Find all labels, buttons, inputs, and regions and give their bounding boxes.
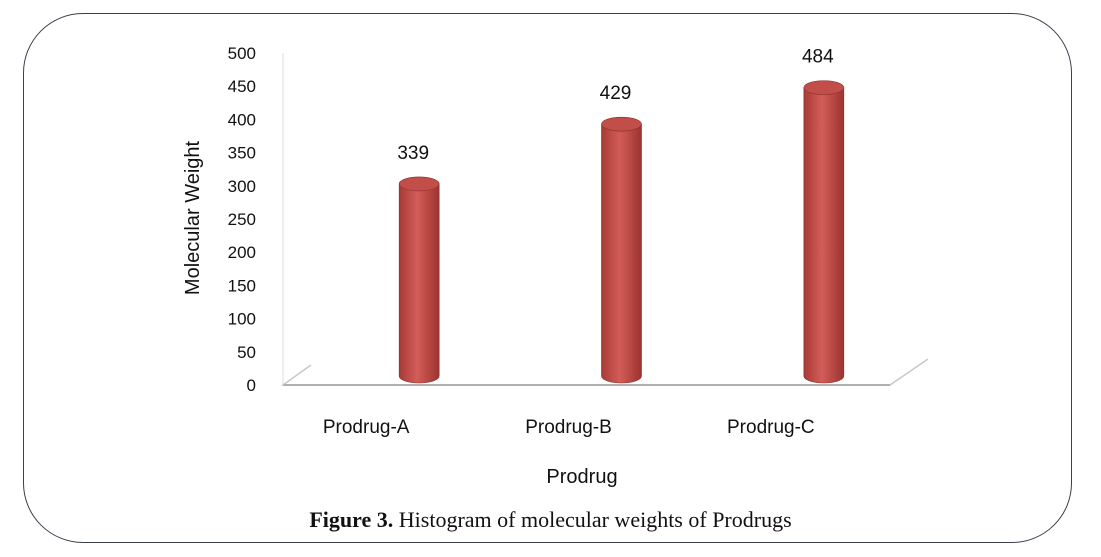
y-axis-title: Molecular Weight bbox=[182, 140, 204, 295]
x-axis-title: Prodrug bbox=[546, 466, 617, 488]
bar bbox=[398, 183, 440, 384]
bar-top bbox=[803, 80, 845, 95]
y-tick-label: 0 bbox=[247, 376, 256, 395]
y-tick-label: 200 bbox=[228, 243, 256, 262]
y-tick-label: 150 bbox=[228, 276, 256, 295]
y-tick-label: 50 bbox=[237, 343, 256, 362]
y-axis-ticks: 0 50 100 150 200 250 300 350 400 450 500 bbox=[228, 44, 256, 395]
data-label: 484 bbox=[802, 47, 834, 68]
y-tick-label: 400 bbox=[228, 110, 256, 129]
y-tick-label: 500 bbox=[228, 44, 256, 63]
caption-text: Histogram of molecular weights of Prodru… bbox=[393, 507, 792, 532]
bars bbox=[398, 80, 845, 384]
y-tick-label: 100 bbox=[228, 310, 256, 329]
x-tick-label: Prodrug-B bbox=[525, 417, 612, 438]
bar-top bbox=[601, 116, 642, 132]
bar bbox=[601, 123, 642, 384]
bar-top bbox=[398, 176, 440, 192]
data-label: 339 bbox=[397, 143, 429, 164]
y-tick-label: 300 bbox=[228, 177, 256, 196]
y-tick-label: 250 bbox=[228, 210, 256, 229]
x-tick-label: Prodrug-A bbox=[323, 417, 410, 438]
data-label: 429 bbox=[600, 83, 632, 104]
y-tick-label: 450 bbox=[228, 77, 256, 96]
axes bbox=[280, 53, 929, 386]
x-tick-label: Prodrug-C bbox=[727, 417, 815, 438]
caption-number: Figure 3. bbox=[309, 507, 394, 532]
x-axis-categories: Prodrug-A Prodrug-B Prodrug-C bbox=[323, 417, 815, 438]
bar bbox=[803, 87, 845, 384]
data-labels: 339 429 484 bbox=[397, 47, 834, 164]
y-tick-label: 350 bbox=[228, 144, 256, 163]
figure-frame bbox=[23, 13, 1072, 543]
figure-caption: Figure 3. Histogram of molecular weights… bbox=[0, 507, 1101, 533]
